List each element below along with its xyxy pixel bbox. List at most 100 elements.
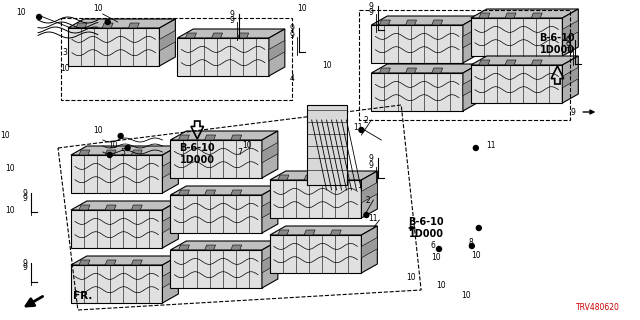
Text: 9: 9 xyxy=(566,41,571,50)
Polygon shape xyxy=(205,245,216,250)
Polygon shape xyxy=(463,16,479,63)
Polygon shape xyxy=(71,201,179,210)
Polygon shape xyxy=(231,245,242,250)
Polygon shape xyxy=(406,68,417,73)
Text: 9: 9 xyxy=(369,2,374,11)
Polygon shape xyxy=(278,175,289,180)
Polygon shape xyxy=(105,150,116,155)
Polygon shape xyxy=(177,38,269,76)
Text: 2: 2 xyxy=(365,196,370,204)
Polygon shape xyxy=(163,146,179,193)
Polygon shape xyxy=(170,186,278,195)
Polygon shape xyxy=(531,13,542,18)
Circle shape xyxy=(36,14,42,20)
Text: 10: 10 xyxy=(5,164,15,172)
Polygon shape xyxy=(262,142,278,163)
Polygon shape xyxy=(362,237,378,258)
Polygon shape xyxy=(479,13,490,18)
Polygon shape xyxy=(531,60,542,65)
Text: B-6-10: B-6-10 xyxy=(540,33,575,43)
Polygon shape xyxy=(371,64,479,73)
Text: 9: 9 xyxy=(289,23,294,33)
Polygon shape xyxy=(330,175,341,180)
Polygon shape xyxy=(563,56,579,103)
Polygon shape xyxy=(105,205,116,210)
Polygon shape xyxy=(362,226,378,273)
Text: 4: 4 xyxy=(289,74,294,83)
Polygon shape xyxy=(304,230,315,235)
Polygon shape xyxy=(432,68,443,73)
Text: 10: 10 xyxy=(93,4,102,12)
Polygon shape xyxy=(71,265,163,303)
Polygon shape xyxy=(159,30,175,51)
Polygon shape xyxy=(463,76,479,96)
Polygon shape xyxy=(163,268,179,288)
Text: 11: 11 xyxy=(369,213,378,222)
Polygon shape xyxy=(262,252,278,273)
Text: 10: 10 xyxy=(17,7,26,17)
Polygon shape xyxy=(278,230,289,235)
Text: 9: 9 xyxy=(22,259,28,268)
Polygon shape xyxy=(471,9,579,18)
Polygon shape xyxy=(212,33,223,38)
Text: B-6-10: B-6-10 xyxy=(179,143,215,153)
Text: 9: 9 xyxy=(230,15,234,25)
Polygon shape xyxy=(505,13,516,18)
Text: 10: 10 xyxy=(93,125,102,134)
Polygon shape xyxy=(177,29,285,38)
Text: 1D000: 1D000 xyxy=(180,155,215,165)
Polygon shape xyxy=(505,60,516,65)
Text: 10: 10 xyxy=(471,251,481,260)
Polygon shape xyxy=(205,135,216,140)
Polygon shape xyxy=(71,146,179,155)
Polygon shape xyxy=(262,197,278,218)
Polygon shape xyxy=(163,212,179,233)
Polygon shape xyxy=(102,23,113,28)
Polygon shape xyxy=(471,18,563,56)
Polygon shape xyxy=(131,260,142,265)
Circle shape xyxy=(476,226,481,230)
Text: 9: 9 xyxy=(22,263,28,273)
Polygon shape xyxy=(406,20,417,25)
Polygon shape xyxy=(269,29,285,76)
Text: 1D000: 1D000 xyxy=(408,229,444,239)
Circle shape xyxy=(436,246,442,252)
Polygon shape xyxy=(463,64,479,111)
Polygon shape xyxy=(131,205,142,210)
Text: 10: 10 xyxy=(60,63,70,73)
Polygon shape xyxy=(262,131,278,178)
Polygon shape xyxy=(71,210,163,248)
Polygon shape xyxy=(170,195,262,233)
Polygon shape xyxy=(186,33,196,38)
Polygon shape xyxy=(471,65,563,103)
Polygon shape xyxy=(231,190,242,195)
Polygon shape xyxy=(170,140,262,178)
Polygon shape xyxy=(304,175,315,180)
Polygon shape xyxy=(79,260,90,265)
Circle shape xyxy=(364,212,369,218)
Polygon shape xyxy=(380,20,390,25)
Text: 9: 9 xyxy=(22,194,28,203)
Text: 8: 8 xyxy=(468,237,473,246)
Polygon shape xyxy=(330,230,341,235)
Polygon shape xyxy=(269,40,285,61)
Circle shape xyxy=(118,133,123,139)
Circle shape xyxy=(105,20,110,25)
Text: 9: 9 xyxy=(230,10,234,19)
Bar xyxy=(360,10,570,120)
Text: 10: 10 xyxy=(242,140,252,149)
Text: FR.: FR. xyxy=(73,291,92,301)
Polygon shape xyxy=(163,256,179,303)
Polygon shape xyxy=(270,171,378,180)
Circle shape xyxy=(359,127,364,132)
Text: 3: 3 xyxy=(63,47,67,57)
Text: 9: 9 xyxy=(369,154,374,163)
Polygon shape xyxy=(170,250,262,288)
Circle shape xyxy=(125,146,130,150)
Text: 7: 7 xyxy=(237,148,243,156)
Polygon shape xyxy=(129,23,140,28)
Text: 2: 2 xyxy=(363,116,368,124)
Polygon shape xyxy=(471,56,579,65)
Text: 10: 10 xyxy=(1,131,10,140)
Text: 9: 9 xyxy=(571,108,576,116)
